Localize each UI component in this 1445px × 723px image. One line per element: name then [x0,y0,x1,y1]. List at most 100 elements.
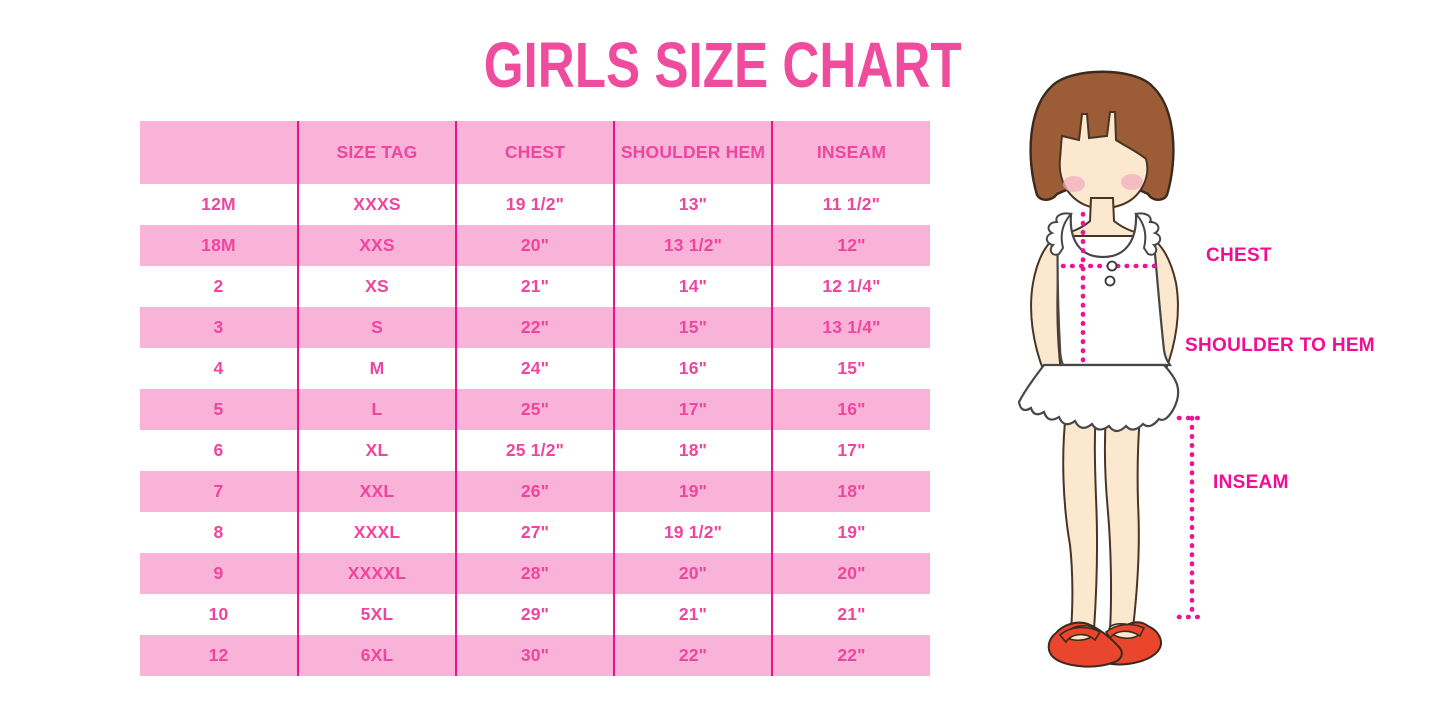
size-table-header: SIZE TAG CHEST SHOULDER HEM INSEAM [140,121,930,184]
table-row: 6 XL 25 1/2" 18" 17" [140,430,930,471]
title-wrap: GIRLS SIZE CHART [0,28,1445,102]
girl-shoulder-ruffle-left [1045,212,1073,256]
table-cell: 21" [771,594,930,635]
table-cell: 9 [140,553,298,594]
table-cell: 14" [613,266,772,307]
table-cell: 28" [455,553,614,594]
chest-measure-label: CHEST [1206,245,1272,266]
table-row: 5 L 25" 17" 16" [140,389,930,430]
table-cell: 20" [455,225,614,266]
table-cell: 12 1/4" [771,266,930,307]
table-cell: 21" [613,594,772,635]
table-cell: M [297,348,456,389]
table-row: 18M XXS 20" 13 1/2" 12" [140,225,930,266]
table-cell: 8 [140,512,298,553]
table-cell: 7 [140,471,298,512]
table-row: 12M XXXS 19 1/2" 13" 11 1/2" [140,184,930,225]
table-cell: 25 1/2" [455,430,614,471]
table-cell: XXL [297,471,456,512]
table-cell: 21" [455,266,614,307]
table-row: 3 S 22" 15" 13 1/4" [140,307,930,348]
table-row: 7 XXL 26" 19" 18" [140,471,930,512]
table-cell: 2 [140,266,298,307]
table-cell: 20" [613,553,772,594]
table-cell: XXXXL [297,553,456,594]
table-cell: 19 1/2" [613,512,772,553]
col-header-blank [140,121,298,184]
table-cell: 19 1/2" [455,184,614,225]
size-table-body: 12M XXXS 19 1/2" 13" 11 1/2" 18M XXS 20"… [140,184,930,676]
table-cell: 26" [455,471,614,512]
girl-shoe-strap-left [1058,626,1102,644]
table-cell: XXXL [297,512,456,553]
table-cell: 25" [455,389,614,430]
table-row: 4 M 24" 16" 15" [140,348,930,389]
table-cell: 30" [455,635,614,676]
table-cell: 20" [771,553,930,594]
girl-cheek-right [1121,174,1143,190]
table-cell: L [297,389,456,430]
girl-leg-left [1062,410,1099,631]
table-cell: 16" [771,389,930,430]
girl-skirt [1017,363,1180,433]
table-cell: 24" [455,348,614,389]
col-header-size-tag: SIZE TAG [297,121,456,184]
table-cell: 17" [613,389,772,430]
table-cell: 12" [771,225,930,266]
table-cell: 18M [140,225,298,266]
table-cell: 5 [140,389,298,430]
table-cell: 29" [455,594,614,635]
girl-measurement-figure: CHEST SHOULDER TO HEM INSEAM [1000,60,1430,705]
page-title: GIRLS SIZE CHART [483,29,962,101]
table-cell: XXS [297,225,456,266]
girl-top-button-2 [1104,275,1116,287]
table-cell: 3 [140,307,298,348]
girl-shoe-strap-right [1104,623,1146,640]
girl-leg-right [1103,412,1142,632]
table-cell: 22" [455,307,614,348]
table-cell: 12 [140,635,298,676]
shoulder-to-hem-measure-label: SHOULDER TO HEM [1185,335,1375,356]
col-header-inseam: INSEAM [771,121,930,184]
col-header-shoulder-hem: SHOULDER HEM [613,121,772,184]
girl-shoulder-ruffle-right [1134,212,1162,256]
table-cell: 27" [455,512,614,553]
table-row: 9 XXXXL 28" 20" 20" [140,553,930,594]
table-cell: S [297,307,456,348]
table-row: 8 XXXL 27" 19 1/2" 19" [140,512,930,553]
table-cell: XS [297,266,456,307]
table-cell: XXXS [297,184,456,225]
table-cell: 5XL [297,594,456,635]
table-row: 12 6XL 30" 22" 22" [140,635,930,676]
table-cell: 19" [613,471,772,512]
table-cell: 13 1/4" [771,307,930,348]
header-row: SIZE TAG CHEST SHOULDER HEM INSEAM [140,121,930,184]
table-cell: 6 [140,430,298,471]
table-cell: 15" [613,307,772,348]
table-cell: 13" [613,184,772,225]
table-cell: 19" [771,512,930,553]
table-cell: 15" [771,348,930,389]
girl-cheek-left [1063,176,1085,192]
table-cell: 22" [771,635,930,676]
inseam-measure-label: INSEAM [1213,472,1289,493]
table-cell: 18" [771,471,930,512]
table-cell: 13 1/2" [613,225,772,266]
table-cell: 17" [771,430,930,471]
girl-figure-illustration [1017,70,1209,668]
girl-top-button-1 [1106,260,1118,272]
table-row: 10 5XL 29" 21" 21" [140,594,930,635]
table-cell: 16" [613,348,772,389]
table-cell: 4 [140,348,298,389]
table-row: 2 XS 21" 14" 12 1/4" [140,266,930,307]
table-cell: 10 [140,594,298,635]
table-cell: 11 1/2" [771,184,930,225]
col-header-chest: CHEST [455,121,614,184]
table-cell: 18" [613,430,772,471]
table-cell: 6XL [297,635,456,676]
table-cell: XL [297,430,456,471]
table-cell: 12M [140,184,298,225]
table-cell: 22" [613,635,772,676]
size-table: SIZE TAG CHEST SHOULDER HEM INSEAM 12M X… [140,121,930,676]
